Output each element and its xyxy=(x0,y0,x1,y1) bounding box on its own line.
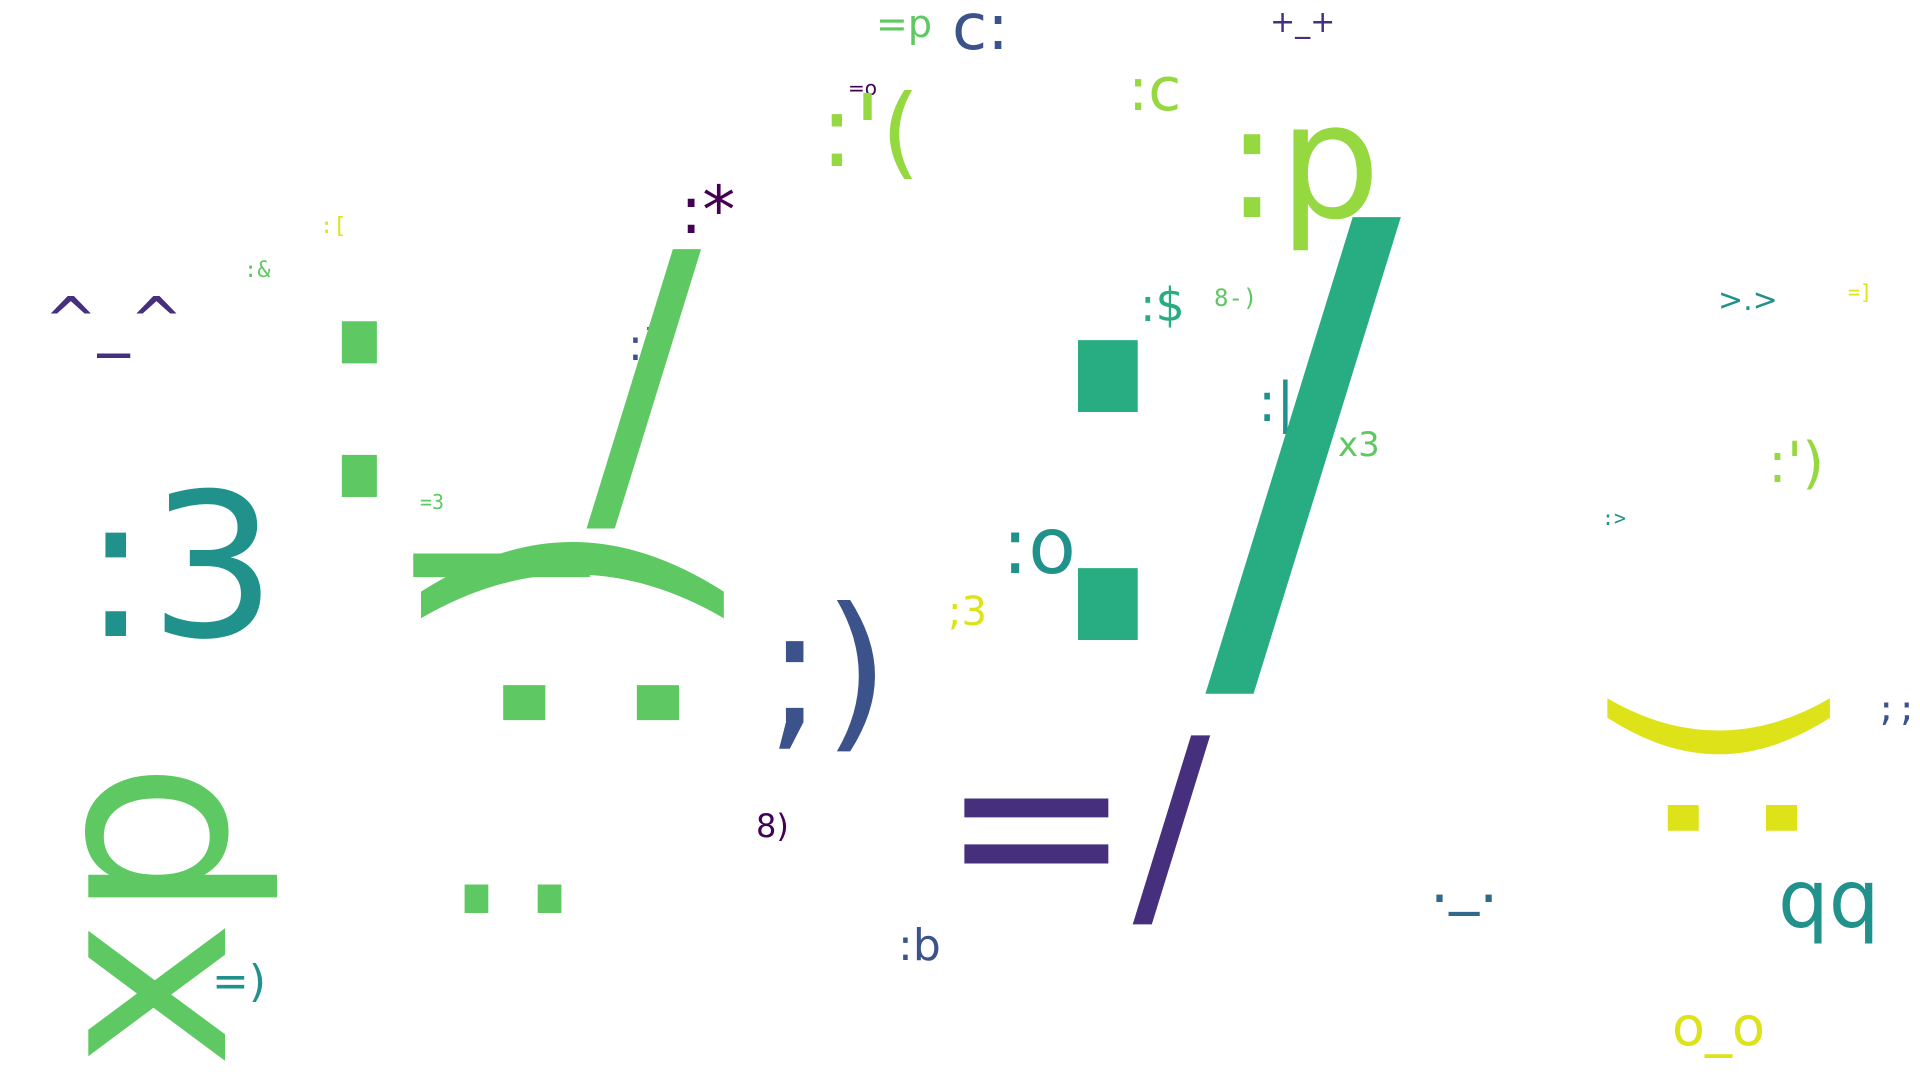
emoticon-colon-underscore-slash: :_/ xyxy=(302,182,702,578)
emoticon-equals-p: =p xyxy=(876,2,932,46)
emoticon-o-underscore-o: o_o xyxy=(1672,995,1766,1058)
emoticon-8-paren: 8) xyxy=(756,807,789,845)
emoticon-colon-p: :p xyxy=(1225,68,1381,255)
emoticon-colon-c: :c xyxy=(1128,55,1182,125)
emoticon-x3: x3 xyxy=(1338,425,1380,465)
emoticon-equals-paren: =) xyxy=(212,956,267,1007)
emoticon-cool: 8-) xyxy=(1214,284,1258,312)
emoticon-happy-tear: :') xyxy=(1768,431,1825,496)
emoticon-happy-eyes: ^_^ xyxy=(44,285,184,359)
emoticon-colon-ampersand: :& xyxy=(244,258,271,283)
emoticon-colon-greater: :> xyxy=(1602,506,1627,530)
emoticon-c-colon: c: xyxy=(952,0,1009,65)
emoticon-semicolons: ;; xyxy=(1876,689,1917,729)
emoticon-qq: qq xyxy=(1778,853,1880,946)
emoticon-equals-3: =3 xyxy=(420,490,445,514)
emoticon-xp: xp xyxy=(0,761,284,1068)
emoticon-colon-o: :o xyxy=(1002,502,1077,592)
emoticon-colon-bracket: :[ xyxy=(320,214,347,239)
emoticon-smile: :) xyxy=(364,512,760,760)
emoticon-colon-pipe: :| xyxy=(1258,371,1295,434)
emoticon-equals-o: =o xyxy=(848,76,877,100)
emoticon-plus-underscore-plus: +_+ xyxy=(1270,5,1336,40)
emoticon-equals-bracket: =] xyxy=(1848,280,1873,304)
emoticon-colon-b: :b xyxy=(898,920,941,971)
emoticon-colon-close-bracket: :] xyxy=(628,320,660,371)
emoticon-wink-3: ;3 xyxy=(948,589,987,635)
emoticon-dot-dot: .. xyxy=(440,701,587,968)
emoticon-sad: :( xyxy=(1565,678,1856,860)
emoticon-side-eye: >.> xyxy=(1718,283,1778,318)
emoticon-wink: ;) xyxy=(766,572,890,770)
emoticon-colon-dollar: :$ xyxy=(1140,278,1185,332)
emoticon-crying: :'( xyxy=(820,73,921,190)
emoticon-kiss: :* xyxy=(680,172,736,249)
emoticon-dot-underscore-dot: ._. xyxy=(1430,847,1499,917)
emoticon-colon-slash: :/ xyxy=(1010,102,1401,777)
emoticon-equals-slash: =/ xyxy=(940,691,1211,958)
emoticon-colon-3: :3 xyxy=(82,451,277,684)
